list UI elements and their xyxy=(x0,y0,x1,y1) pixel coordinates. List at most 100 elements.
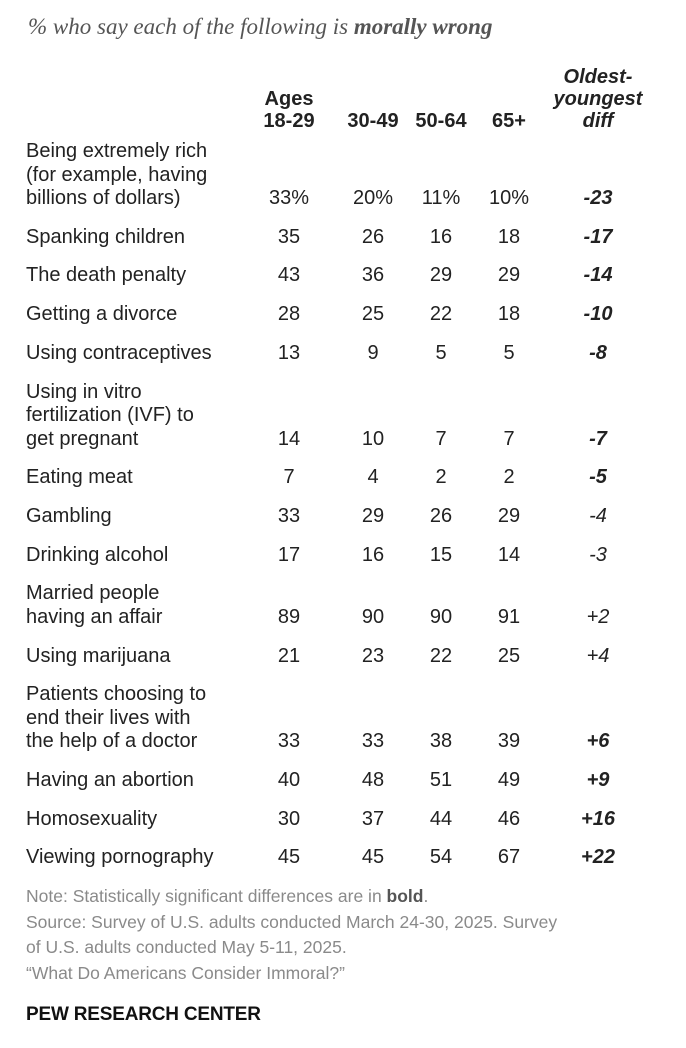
table-cell-a65: 25 xyxy=(497,644,521,667)
row-label-line: billions of dollars) xyxy=(26,187,181,209)
row-label-line: fertilization (IVF) to xyxy=(26,404,194,426)
table-cell-diff: +22 xyxy=(581,846,615,869)
table-cell-a50: 22 xyxy=(429,303,453,326)
note-suffix: . xyxy=(423,886,429,906)
row-label-line: the help of a doctor xyxy=(26,730,198,753)
row-label: Patients choosing to end their lives with… xyxy=(26,683,206,754)
row-label: Married people having an affair xyxy=(26,582,162,629)
table-cell-a65: 2 xyxy=(503,466,515,489)
pew-logo-text: PEW RESEARCH CENTER xyxy=(26,1004,261,1025)
note-line: Note: Statistically significant differen… xyxy=(26,884,428,909)
table-cell-a18: 14 xyxy=(277,427,301,450)
table-cell-a50: 16 xyxy=(429,225,453,248)
column-header-diff: Oldest-youngest diff xyxy=(543,66,653,132)
table-cell-a18: 17 xyxy=(277,543,301,566)
table-cell-a18: 21 xyxy=(277,644,301,667)
table-cell-a50: 22 xyxy=(429,644,453,667)
table-cell-a30: 4 xyxy=(367,466,379,489)
row-label: Drinking alcohol xyxy=(26,544,168,568)
table-cell-diff: -4 xyxy=(589,504,607,527)
column-header-line: Ages xyxy=(264,88,314,110)
table-cell-a65: 18 xyxy=(497,225,521,248)
table-cell-a18: 30 xyxy=(277,807,301,830)
row-label-line: (for example, having xyxy=(26,163,208,186)
table-cell-a50: 38 xyxy=(429,730,453,753)
table-cell-a30: 37 xyxy=(361,807,385,830)
column-header-a65: 65+ xyxy=(469,110,549,132)
table-cell-a30: 23 xyxy=(361,644,385,667)
row-label-line: Drinking alcohol xyxy=(26,543,169,566)
table-cell-a50: 29 xyxy=(429,264,453,287)
table-cell-a30: 90 xyxy=(361,605,385,628)
row-label-line: having an affair xyxy=(26,605,163,628)
source-line-1: Source: Survey of U.S. adults conducted … xyxy=(26,912,558,932)
table-cell-a18: 35 xyxy=(277,225,301,248)
row-label: Viewing pornography xyxy=(26,846,214,870)
column-header-line: 50-64 xyxy=(415,110,467,132)
table-cell-diff: +2 xyxy=(586,605,610,628)
row-label: The death penalty xyxy=(26,264,186,288)
row-label: Using marijuana xyxy=(26,645,171,669)
table-cell-diff: +4 xyxy=(586,644,610,667)
row-label-line: The death penalty xyxy=(26,264,187,287)
table-cell-diff: -3 xyxy=(589,543,607,566)
table-cell-a18: 33 xyxy=(277,504,301,527)
column-header-line: Oldest- xyxy=(563,66,633,88)
table-cell-a30: 36 xyxy=(361,264,385,287)
row-label-line: Spanking children xyxy=(26,225,185,248)
table-cell-diff: +9 xyxy=(586,768,610,791)
row-label-line: Having an abortion xyxy=(26,768,194,791)
row-label: Homosexuality xyxy=(26,808,157,832)
table-cell-a50: 2 xyxy=(435,466,447,489)
table-cell-a30: 20% xyxy=(352,187,394,209)
row-label-line: Viewing pornography xyxy=(26,846,214,869)
column-header-a18: Ages 18-29 xyxy=(249,88,329,132)
table-cell-a65: 5 xyxy=(503,341,515,364)
table-cell-a18: 40 xyxy=(277,768,301,791)
table-cell-a50: 15 xyxy=(429,543,453,566)
table-cell-diff: -14 xyxy=(583,264,613,287)
table-cell-diff: -17 xyxy=(583,225,613,248)
table-cell-a18: 43 xyxy=(277,264,301,287)
table-cell-a65: 49 xyxy=(497,768,521,791)
table-cell-a65: 7 xyxy=(503,427,515,450)
table-cell-a50: 11% xyxy=(421,187,461,209)
table-cell-a50: 7 xyxy=(435,427,447,450)
row-label-line: Using contraceptives xyxy=(26,341,212,364)
table-cell-diff: +6 xyxy=(586,730,610,753)
table-cell-a18: 33% xyxy=(268,187,310,209)
table-cell-a65: 18 xyxy=(497,303,521,326)
row-label-line: Using marijuana xyxy=(26,644,171,667)
note-prefix: Note: Statistically significant differen… xyxy=(26,886,387,906)
row-label: Being extremely rich (for example, having… xyxy=(26,140,207,211)
table-cell-a18: 89 xyxy=(277,605,301,628)
table-cell-a30: 29 xyxy=(361,504,385,527)
column-header-line: 65+ xyxy=(492,110,526,132)
row-label: Using in vitro fertilization (IVF) to get … xyxy=(26,381,194,452)
table-cell-a30: 45 xyxy=(361,846,385,869)
subtitle-prefix: % who say each of the following is xyxy=(28,14,354,39)
row-label-line: Gambling xyxy=(26,504,112,527)
chart-subtitle: % who say each of the following is moral… xyxy=(28,14,492,40)
table-cell-a65: 91 xyxy=(497,605,521,628)
note-bold-word: bold xyxy=(386,886,424,906)
row-label-line: Getting a divorce xyxy=(26,303,178,326)
table-cell-a50: 5 xyxy=(435,341,447,364)
column-header-line: 30-49 xyxy=(347,110,399,132)
table-cell-a30: 26 xyxy=(361,225,385,248)
table-cell-a18: 28 xyxy=(277,303,301,326)
table-cell-diff: -23 xyxy=(583,187,613,209)
row-label: Using contraceptives xyxy=(26,342,212,366)
table-cell-a65: 39 xyxy=(497,730,521,753)
row-label-line: get pregnant xyxy=(26,427,139,450)
column-header-line: 18-29 xyxy=(263,110,315,132)
table-cell-a50: 54 xyxy=(429,846,453,869)
column-header-a30: 30-49 xyxy=(333,110,413,132)
row-label: Getting a divorce xyxy=(26,303,177,327)
source-line-2: of U.S. adults conducted May 5-11, 2025. xyxy=(26,937,347,957)
table-cell-a65: 29 xyxy=(497,264,521,287)
table-cell-a18: 7 xyxy=(283,466,295,489)
row-label: Gambling xyxy=(26,505,112,529)
table-cell-a18: 45 xyxy=(277,846,301,869)
table-cell-a65: 67 xyxy=(497,846,521,869)
